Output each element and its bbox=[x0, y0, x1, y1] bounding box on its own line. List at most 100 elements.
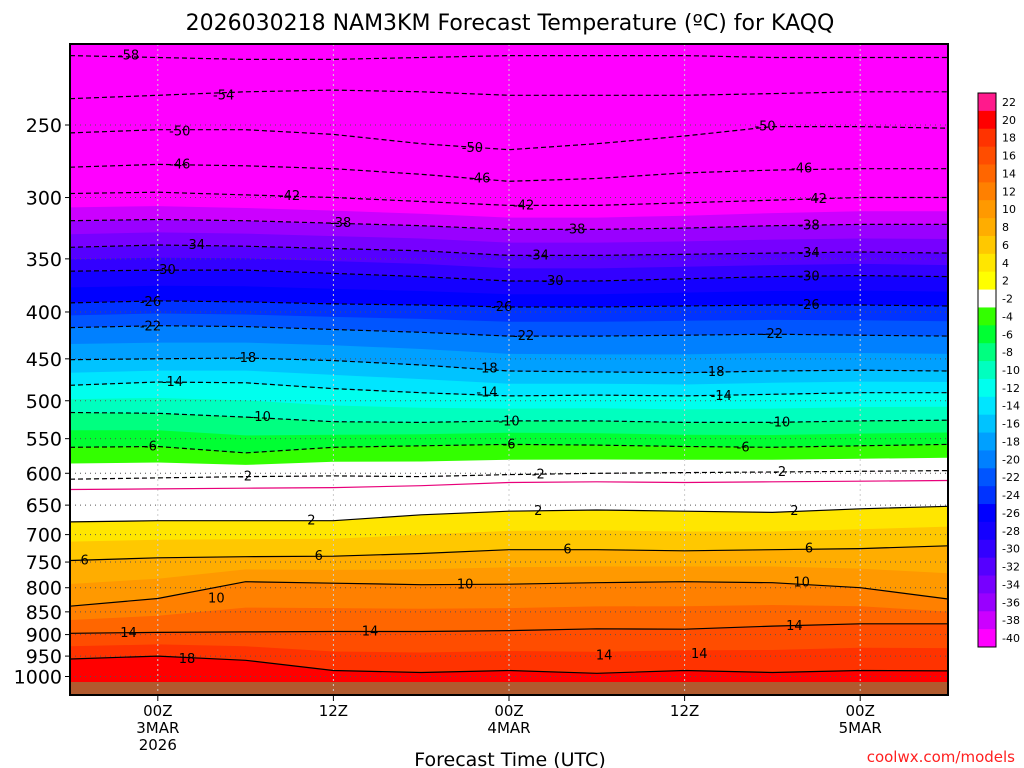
contour-label: -30 bbox=[542, 274, 563, 289]
contour-label: -22 bbox=[513, 329, 534, 344]
colorbar-swatch bbox=[978, 486, 996, 505]
subband-0 bbox=[70, 493, 948, 522]
colorbar-label: -18 bbox=[1002, 435, 1020, 448]
colorbar-frame bbox=[977, 92, 997, 648]
contour-label: -14 bbox=[476, 386, 497, 401]
y-tick-label: 850 bbox=[26, 602, 62, 624]
isotherm--46 bbox=[70, 163, 948, 182]
isotherm--42 bbox=[70, 191, 948, 206]
isotherm--22 bbox=[70, 325, 948, 337]
contour-label: -54 bbox=[213, 88, 234, 103]
contour-label: 2 bbox=[534, 504, 542, 519]
colorbar-swatch bbox=[978, 432, 996, 451]
colorbar-label: -32 bbox=[1002, 561, 1020, 574]
colorbar-swatch bbox=[978, 611, 996, 630]
subband--50 bbox=[70, 147, 948, 182]
isotherm--2 bbox=[70, 470, 948, 480]
contour-label: -34 bbox=[184, 238, 205, 253]
colorbar-swatch bbox=[978, 93, 996, 112]
colorbar-swatch bbox=[978, 396, 996, 416]
subband--42 bbox=[70, 206, 948, 230]
contour-label: -46 bbox=[469, 172, 490, 187]
contour-label: -34 bbox=[528, 248, 549, 263]
colorbar-swatch bbox=[978, 504, 996, 523]
x-tick-label: 5MAR bbox=[839, 719, 882, 737]
colorbar-label: -34 bbox=[1002, 578, 1020, 591]
colorbar-swatch bbox=[978, 253, 996, 273]
grid bbox=[70, 44, 948, 695]
contour-label: -30 bbox=[154, 263, 175, 278]
colorbar-label: 2 bbox=[1002, 275, 1009, 288]
colorbar-swatch bbox=[978, 235, 996, 255]
colorbar-swatch bbox=[978, 414, 996, 434]
colorbar-label: -8 bbox=[1002, 346, 1013, 359]
contour-label: -38 bbox=[330, 216, 351, 231]
isotherm-0 bbox=[70, 479, 948, 491]
contour-label: -18 bbox=[476, 361, 497, 376]
contour-label: -50 bbox=[754, 120, 775, 135]
subband--2 bbox=[70, 475, 948, 490]
contour-label: -22 bbox=[140, 320, 161, 335]
contour-label: -2 bbox=[532, 468, 545, 483]
contour-label: 10 bbox=[208, 592, 225, 607]
subband--58 bbox=[70, 75, 948, 99]
contour-label: -10 bbox=[250, 410, 271, 425]
y-tick-label: 800 bbox=[26, 578, 62, 600]
subband--46 bbox=[70, 178, 948, 206]
contour-label: -42 bbox=[806, 192, 827, 207]
isotherm--6 bbox=[70, 443, 948, 454]
colorbar-swatch bbox=[978, 218, 996, 237]
y-tick-label: 950 bbox=[26, 646, 62, 668]
subband--18 bbox=[70, 370, 948, 396]
isotherm-2 bbox=[70, 505, 948, 523]
contour-label: -26 bbox=[491, 300, 512, 315]
x-tick-label: 3MAR bbox=[136, 719, 179, 737]
colorbar-label: -38 bbox=[1002, 614, 1020, 627]
y-tick-label: 300 bbox=[26, 188, 62, 210]
colorbar-label: -40 bbox=[1002, 632, 1020, 645]
contour-label: -26 bbox=[140, 295, 161, 310]
contour-label: -38 bbox=[798, 219, 819, 234]
isotherm--34 bbox=[70, 244, 948, 256]
y-tick-label: 750 bbox=[26, 552, 62, 574]
colorbar-label: 14 bbox=[1002, 167, 1016, 180]
colorbar-swatch bbox=[978, 361, 996, 380]
contour-label: -10 bbox=[769, 415, 790, 430]
colorbar-label: 22 bbox=[1002, 96, 1016, 109]
colorbar-label: -22 bbox=[1002, 471, 1020, 484]
y-tick-label: 1000 bbox=[14, 667, 62, 689]
colorbar-label: 6 bbox=[1002, 239, 1009, 252]
colorbar-label: -26 bbox=[1002, 507, 1020, 520]
colorbar-label: 20 bbox=[1002, 114, 1016, 127]
x-tick-label: 00Z bbox=[846, 702, 875, 720]
colorbar-label: -30 bbox=[1002, 543, 1020, 556]
isotherm--30 bbox=[70, 269, 948, 282]
colorbar-label: -36 bbox=[1002, 596, 1020, 609]
colorbar-swatch bbox=[978, 164, 996, 183]
contour-label: -14 bbox=[162, 375, 183, 390]
contour-labels: -58-54-50-50-50-46-46-46-42-42 -42-38 -38-… bbox=[80, 49, 826, 667]
colorbar-label: 12 bbox=[1002, 185, 1016, 198]
colorbar-swatch bbox=[978, 575, 996, 594]
isotherm-14 bbox=[70, 623, 948, 634]
contour-label: 14 bbox=[786, 619, 803, 634]
colorbar-label: -6 bbox=[1002, 328, 1013, 341]
contour-label: -42 bbox=[279, 189, 300, 204]
y-tick-label: 450 bbox=[26, 349, 62, 371]
contour-label: 6 bbox=[315, 549, 323, 564]
colorbar-swatch bbox=[978, 325, 996, 344]
isotherm-6 bbox=[70, 545, 948, 562]
colorbar-label: 10 bbox=[1002, 203, 1016, 216]
contour-label: 14 bbox=[596, 648, 613, 663]
contour-label: -14 bbox=[711, 389, 732, 404]
subband--10 bbox=[70, 430, 948, 453]
isotherm--58 bbox=[70, 55, 948, 60]
colorbar-label: 4 bbox=[1002, 257, 1009, 270]
x-tick-label: 12Z bbox=[319, 702, 348, 720]
y-tick-label: 700 bbox=[26, 525, 62, 547]
contour-label: -2 bbox=[239, 470, 252, 485]
colorbar-swatch bbox=[978, 307, 996, 326]
x-tick-label: 00Z bbox=[494, 702, 523, 720]
